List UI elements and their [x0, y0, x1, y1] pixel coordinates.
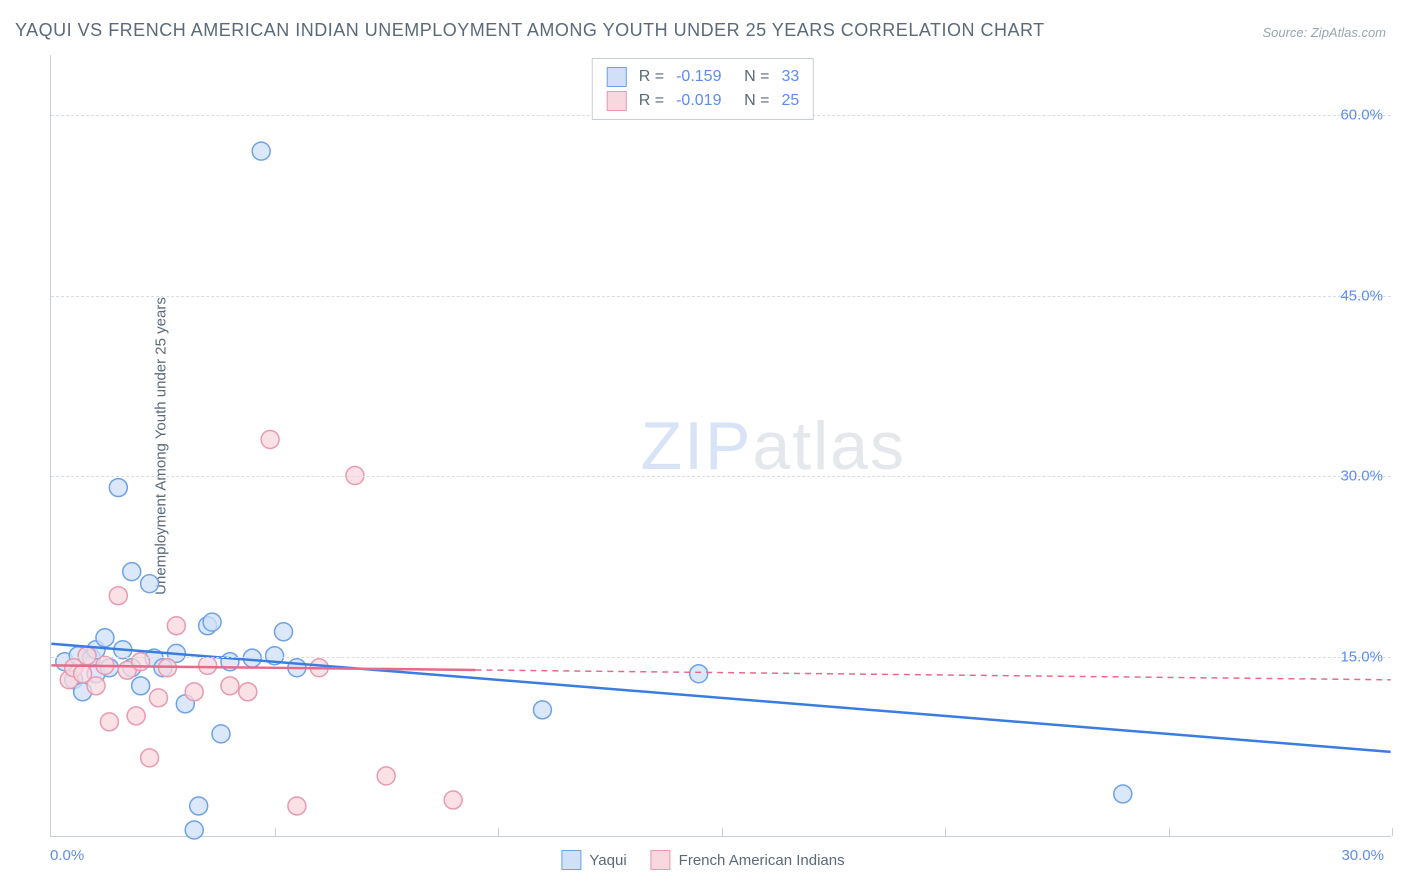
data-point [127, 707, 145, 725]
data-point [132, 653, 150, 671]
data-point [109, 587, 127, 605]
x-tick [275, 828, 276, 836]
chart-source: Source: ZipAtlas.com [1262, 25, 1386, 40]
data-point [167, 617, 185, 635]
data-point [212, 725, 230, 743]
grid-line [51, 657, 1391, 658]
y-tick-label: 60.0% [1340, 107, 1383, 124]
legend-swatch [607, 91, 627, 111]
series-legend-item: Yaqui [561, 850, 626, 870]
x-axis-max-label: 30.0% [1341, 847, 1384, 864]
x-tick [498, 828, 499, 836]
data-point [190, 797, 208, 815]
data-point [203, 613, 221, 631]
n-label: N = [744, 68, 769, 86]
data-point [141, 749, 159, 767]
y-tick-label: 30.0% [1340, 468, 1383, 485]
r-value: -0.019 [676, 92, 732, 110]
data-point [444, 791, 462, 809]
data-point [109, 479, 127, 497]
data-point [132, 677, 150, 695]
y-tick-label: 15.0% [1340, 648, 1383, 665]
series-name: French American Indians [679, 852, 845, 869]
data-point [690, 665, 708, 683]
x-tick [945, 828, 946, 836]
series-legend-item: French American Indians [651, 850, 845, 870]
legend-swatch [651, 850, 671, 870]
series-legend: Yaqui French American Indians [561, 850, 844, 870]
data-point [288, 797, 306, 815]
r-label: R = [639, 92, 664, 110]
data-point [87, 677, 105, 695]
chart-plot-area: 15.0% 30.0% 45.0% 60.0% [50, 55, 1391, 837]
y-tick-label: 45.0% [1340, 287, 1383, 304]
n-value: 33 [781, 68, 799, 86]
data-point [221, 677, 239, 695]
chart-svg [51, 55, 1391, 836]
data-point [252, 142, 270, 160]
legend-swatch [607, 67, 627, 87]
grid-line [51, 476, 1391, 477]
x-axis-min-label: 0.0% [50, 847, 84, 864]
r-value: -0.159 [676, 68, 732, 86]
data-point [96, 629, 114, 647]
x-tick [1169, 828, 1170, 836]
series-name: Yaqui [589, 852, 626, 869]
n-label: N = [744, 92, 769, 110]
legend-swatch [561, 850, 581, 870]
n-value: 25 [781, 92, 799, 110]
correlation-legend-row: R = -0.019 N = 25 [607, 89, 799, 113]
regression-line-extrapolated [475, 670, 1390, 680]
data-point [239, 683, 257, 701]
data-point [275, 623, 293, 641]
data-point [1114, 785, 1132, 803]
data-point [141, 575, 159, 593]
x-tick [1392, 828, 1393, 836]
data-point [243, 649, 261, 667]
data-point [185, 821, 203, 839]
data-point [150, 689, 168, 707]
x-tick [722, 828, 723, 836]
r-label: R = [639, 68, 664, 86]
data-point [533, 701, 551, 719]
chart-title: YAQUI VS FRENCH AMERICAN INDIAN UNEMPLOY… [15, 20, 1045, 41]
data-point [185, 683, 203, 701]
data-point [100, 713, 118, 731]
correlation-legend-row: R = -0.159 N = 33 [607, 65, 799, 89]
data-point [199, 656, 217, 674]
data-point [377, 767, 395, 785]
grid-line [51, 296, 1391, 297]
data-point [261, 431, 279, 449]
correlation-legend: R = -0.159 N = 33 R = -0.019 N = 25 [592, 58, 814, 120]
data-point [123, 563, 141, 581]
